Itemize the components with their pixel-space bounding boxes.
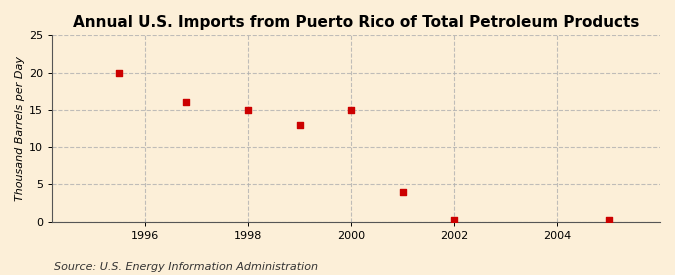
Point [242, 108, 253, 112]
Text: Source: U.S. Energy Information Administration: Source: U.S. Energy Information Administ… [54, 262, 318, 272]
Point [449, 218, 460, 222]
Y-axis label: Thousand Barrels per Day: Thousand Barrels per Day [15, 56, 25, 201]
Title: Annual U.S. Imports from Puerto Rico of Total Petroleum Products: Annual U.S. Imports from Puerto Rico of … [73, 15, 639, 30]
Point [346, 108, 356, 112]
Point [397, 190, 408, 194]
Point [294, 123, 305, 127]
Point [114, 70, 125, 75]
Point [603, 218, 614, 222]
Point [181, 100, 192, 104]
